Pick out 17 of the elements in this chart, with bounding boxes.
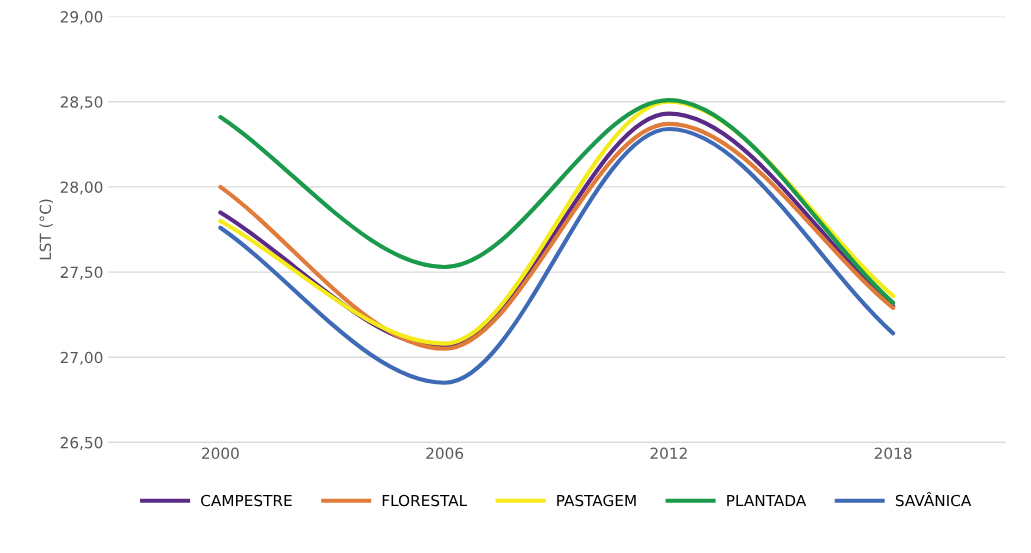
- x-tick-label: 2000: [202, 447, 239, 460]
- legend-label: PLANTADA: [727, 494, 807, 507]
- y-tick-label: 26,50: [60, 436, 103, 450]
- y-tick-label: 28,50: [60, 96, 103, 110]
- x-tick-label: 2006: [426, 447, 464, 460]
- legend-label: CAMPESTRE: [201, 494, 292, 507]
- legend-label: PASTAGEM: [557, 494, 636, 507]
- x-tick-label: 2018: [874, 447, 912, 460]
- y-tick-label: 29,00: [60, 11, 103, 25]
- legend-label: FLORESTAL: [382, 494, 468, 507]
- y-tick-label: 27,50: [60, 266, 103, 280]
- y-axis-title: LST (°C): [39, 199, 53, 260]
- legend-label: SAVÂNICA: [895, 491, 972, 507]
- x-tick-label: 2012: [650, 447, 687, 460]
- y-tick-label: 27,00: [60, 351, 103, 365]
- y-tick-label: 28,00: [60, 181, 103, 195]
- line-series: [218, 97, 896, 305]
